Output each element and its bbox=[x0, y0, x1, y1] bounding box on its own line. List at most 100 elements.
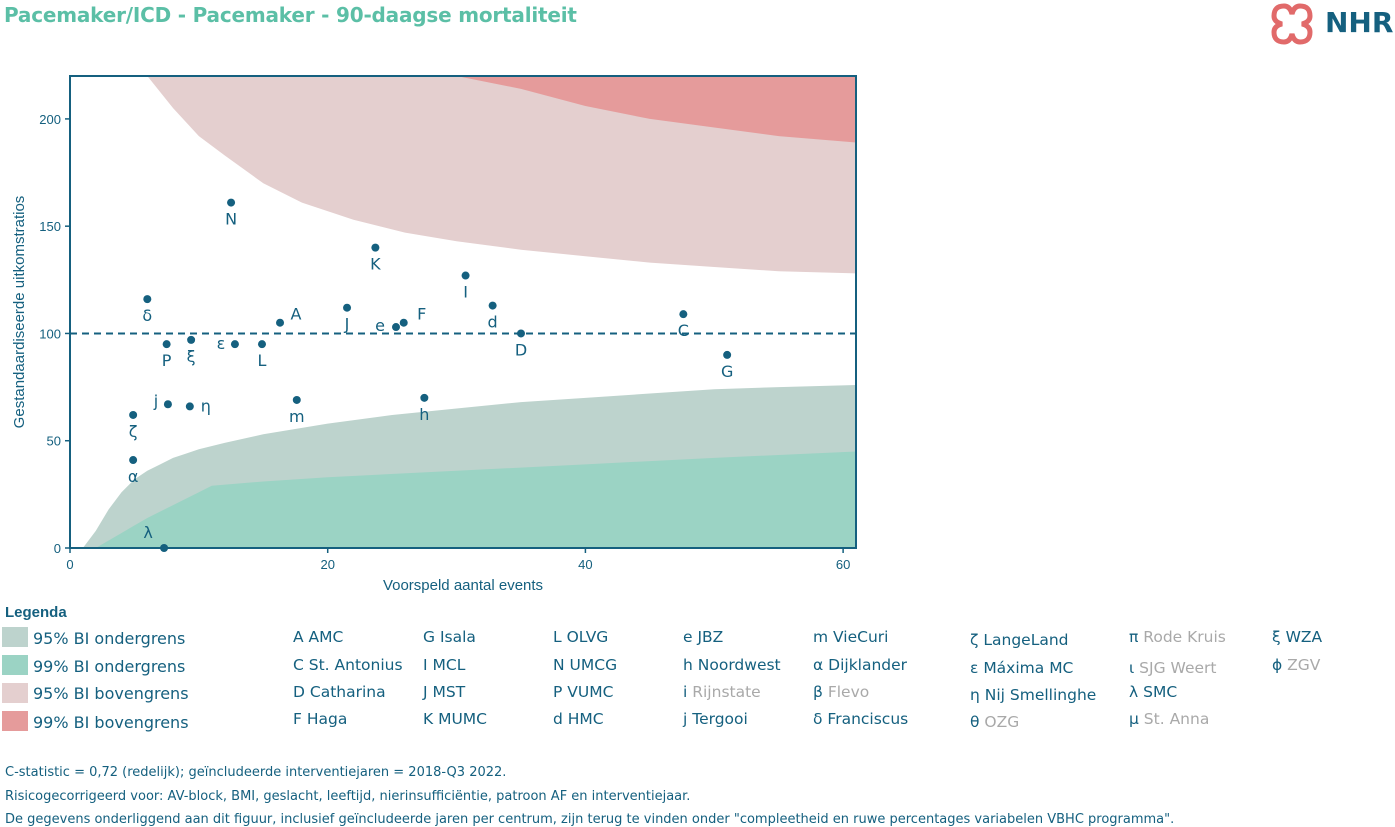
hospital-code: C bbox=[293, 656, 309, 674]
hospital-entry: i Rijnstate bbox=[683, 683, 761, 701]
hospital-name: VUMC bbox=[567, 683, 614, 701]
hospital-code: m bbox=[813, 628, 834, 646]
swatch-99-upper bbox=[2, 711, 28, 731]
nhr-logo-icon bbox=[1271, 3, 1313, 45]
hospital-code: λ bbox=[1129, 683, 1144, 701]
hospital-code: θ bbox=[970, 713, 985, 731]
swatch-99-lower bbox=[2, 655, 28, 675]
hospital-entry: η Nij Smellinghe bbox=[970, 686, 1096, 704]
data-point bbox=[163, 400, 172, 409]
data-point bbox=[185, 402, 194, 411]
hospital-entry: λ SMC bbox=[1129, 683, 1177, 701]
ci95-upper-band bbox=[147, 76, 856, 274]
data-point-label: F bbox=[417, 305, 426, 324]
data-point-label: m bbox=[289, 407, 305, 426]
y-tick-label: 0 bbox=[54, 541, 61, 556]
hospital-entry: π Rode Kruis bbox=[1129, 628, 1226, 646]
data-point-label: I bbox=[463, 283, 468, 302]
swatch-95-lower bbox=[2, 627, 28, 647]
hospital-entry: G Isala bbox=[423, 628, 476, 646]
hospital-name: Flevo bbox=[827, 683, 870, 701]
hospital-code: η bbox=[970, 686, 985, 704]
hospital-name: MCL bbox=[432, 656, 466, 674]
hospital-code: e bbox=[683, 628, 698, 646]
data-point-label: D bbox=[515, 340, 527, 359]
data-point bbox=[391, 323, 400, 332]
hospital-entry: N UMCG bbox=[553, 656, 617, 674]
hospital-name: UMCG bbox=[569, 656, 618, 674]
hospital-name: HMC bbox=[567, 710, 604, 728]
hospital-name: Isala bbox=[439, 628, 476, 646]
data-point-label: δ bbox=[142, 306, 152, 325]
data-point bbox=[162, 340, 171, 349]
x-tick-label: 20 bbox=[320, 557, 334, 572]
hospital-code: L bbox=[553, 628, 567, 646]
y-axis-label: Gestandaardiseerde uitkomstratios bbox=[11, 196, 28, 429]
data-point-label: ε bbox=[217, 334, 226, 353]
ci99-lower-band bbox=[95, 451, 856, 548]
data-point bbox=[143, 295, 152, 304]
hospital-code: J bbox=[423, 683, 433, 701]
data-point-label: j bbox=[153, 391, 158, 410]
hospital-name: Tergooi bbox=[692, 710, 748, 728]
hospital-name: ZGV bbox=[1287, 656, 1321, 674]
data-point bbox=[461, 271, 470, 280]
hospital-code: ζ bbox=[970, 631, 984, 649]
data-point bbox=[723, 350, 732, 359]
footer-risk: Risicogecorrigeerd voor: AV-block, BMI, … bbox=[5, 789, 691, 804]
data-point bbox=[371, 243, 380, 252]
hospital-code: ϕ bbox=[1272, 656, 1288, 674]
data-point bbox=[227, 198, 236, 207]
swatch-label: 95% BI ondergrens bbox=[33, 629, 186, 648]
hospital-name: St. Anna bbox=[1143, 710, 1210, 728]
hospital-name: JBZ bbox=[697, 628, 724, 646]
data-point-label: ξ bbox=[187, 347, 196, 366]
y-tick-label: 50 bbox=[47, 434, 61, 449]
data-point-label: h bbox=[419, 405, 429, 424]
hospital-name: St. Antonius bbox=[308, 656, 403, 674]
hospital-entry: I MCL bbox=[423, 656, 465, 674]
data-point bbox=[420, 393, 429, 402]
hospital-code: j bbox=[683, 710, 693, 728]
data-point-label: N bbox=[225, 210, 237, 229]
data-point-label: e bbox=[375, 316, 385, 335]
hospital-name: OLVG bbox=[566, 628, 609, 646]
data-point-label: J bbox=[344, 315, 350, 334]
data-point bbox=[187, 335, 196, 344]
data-point bbox=[160, 544, 169, 552]
hospital-entry: e JBZ bbox=[683, 628, 723, 646]
swatch-label: 95% BI bovengrens bbox=[33, 684, 189, 703]
data-point-label: η bbox=[201, 396, 211, 415]
hospital-name: LangeLand bbox=[983, 631, 1069, 649]
data-point bbox=[230, 340, 239, 349]
hospital-code: δ bbox=[813, 710, 828, 728]
hospital-entry: ζ LangeLand bbox=[970, 631, 1069, 649]
hospital-name: Franciscus bbox=[827, 710, 909, 728]
hospital-entry: C St. Antonius bbox=[293, 656, 403, 674]
data-point-label: P bbox=[162, 351, 172, 370]
data-point-label: λ bbox=[143, 523, 152, 542]
data-point bbox=[399, 318, 408, 327]
hospital-entry: μ St. Anna bbox=[1129, 710, 1209, 728]
data-point-label: α bbox=[128, 467, 139, 486]
hospital-name: Noordwest bbox=[697, 656, 781, 674]
logo-text: NHR bbox=[1325, 6, 1394, 39]
hospital-entry: ξ WZA bbox=[1272, 628, 1322, 646]
hospital-entry: β Flevo bbox=[813, 683, 869, 701]
x-tick-label: 0 bbox=[66, 557, 73, 572]
x-tick-label: 60 bbox=[836, 557, 850, 572]
hospital-name: MST bbox=[432, 683, 466, 701]
hospital-name: Máxima MC bbox=[983, 659, 1074, 677]
hospital-name: WZA bbox=[1285, 628, 1323, 646]
data-point bbox=[343, 303, 352, 312]
hospital-code: D bbox=[293, 683, 310, 701]
ci99-upper-band bbox=[456, 76, 856, 143]
footer-source: De gegevens onderliggend aan dit figuur,… bbox=[5, 812, 1175, 827]
hospital-code: K bbox=[423, 710, 439, 728]
hospital-entry: F Haga bbox=[293, 710, 347, 728]
hospital-name: MUMC bbox=[438, 710, 488, 728]
data-point bbox=[257, 340, 266, 349]
hospital-name: Rode Kruis bbox=[1143, 628, 1226, 646]
page-title: Pacemaker/ICD - Pacemaker - 90-daagse mo… bbox=[4, 3, 577, 27]
hospital-code: β bbox=[813, 683, 828, 701]
